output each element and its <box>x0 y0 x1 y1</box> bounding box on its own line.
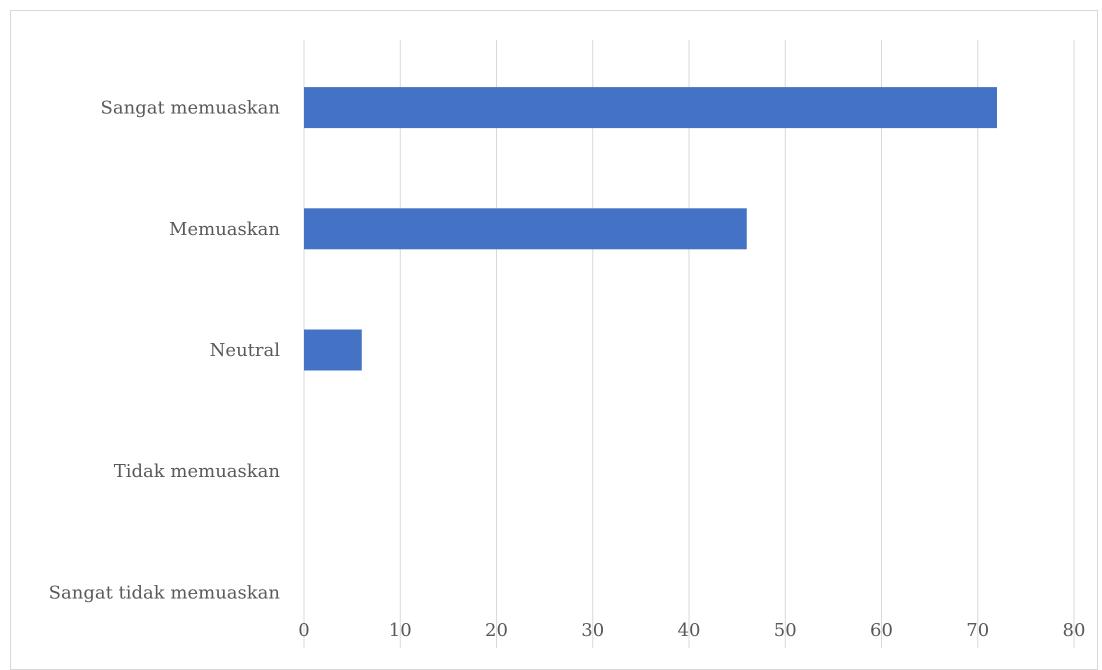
x-tick-label: 50 <box>774 620 797 641</box>
category-label: Sangat memuaskan <box>101 98 281 119</box>
category-label: Memuaskan <box>169 219 280 240</box>
bar-chart: Sangat memuaskan Memuaskan Neutral Tidak me… <box>49 40 1085 648</box>
tick-layer: 0 10 20 30 40 50 60 70 80 <box>298 620 1085 641</box>
x-tick-label: 70 <box>966 620 989 641</box>
category-label: Neutral <box>210 340 281 361</box>
bar <box>304 329 362 371</box>
category-label: Sangat tidak memuaskan <box>49 582 281 603</box>
x-tick-label: 10 <box>389 620 412 641</box>
x-tick-label: 60 <box>870 620 893 641</box>
bar-layer <box>304 87 997 371</box>
category-label: Tidak memuaskan <box>114 461 281 482</box>
bar <box>304 87 997 129</box>
label-layer: Sangat memuaskan Memuaskan Neutral Tidak me… <box>49 98 281 604</box>
x-tick-label: 20 <box>485 620 508 641</box>
x-tick-label: 40 <box>678 620 701 641</box>
bar <box>304 208 747 250</box>
x-tick-label: 80 <box>1063 620 1086 641</box>
x-tick-label: 30 <box>581 620 604 641</box>
grid-layer <box>303 40 1075 648</box>
x-tick-label: 0 <box>298 620 309 641</box>
